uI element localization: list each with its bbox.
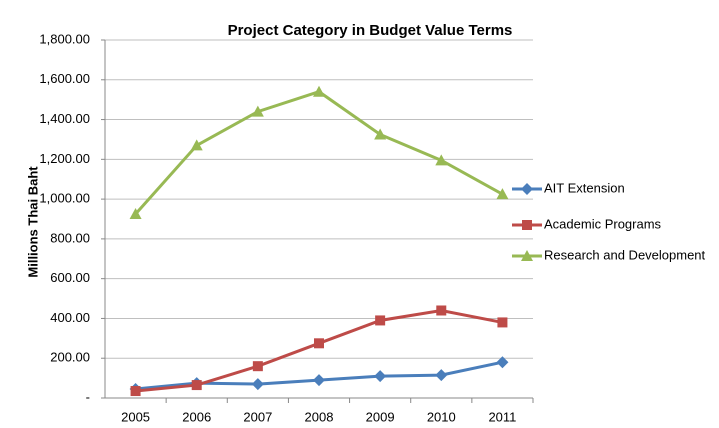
y-tick-label: 600.00 — [50, 270, 90, 285]
point-marker — [251, 378, 264, 391]
point-marker — [251, 105, 264, 117]
point-marker — [314, 338, 324, 349]
legend-marker — [522, 220, 532, 230]
point-marker — [374, 370, 387, 383]
point-marker — [496, 356, 509, 369]
y-axis-label: Millions Thai Baht — [25, 166, 40, 278]
point-marker — [374, 128, 387, 140]
point-marker — [313, 85, 325, 97]
point-marker — [130, 386, 141, 397]
legend-marker — [521, 183, 533, 195]
legend-label: Academic Programs — [544, 216, 662, 231]
y-tick-label: - — [86, 389, 90, 404]
x-tick-label: 2011 — [488, 409, 516, 424]
line — [134, 90, 504, 216]
point-marker — [252, 361, 263, 372]
x-tick-label: 2007 — [243, 409, 272, 424]
point-marker — [129, 208, 142, 220]
x-tick-label: 2009 — [366, 409, 395, 424]
point-marker — [313, 374, 325, 387]
point-marker — [436, 305, 447, 316]
y-tick-label: 1,400.00 — [39, 111, 90, 126]
y-tick-label: 1,800.00 — [39, 31, 90, 46]
point-marker — [435, 154, 448, 166]
x-tick-label: 2008 — [305, 409, 334, 424]
y-tick-label: 200.00 — [50, 350, 90, 365]
x-tick-label: 2010 — [427, 409, 456, 424]
point-marker — [190, 139, 203, 151]
legend-label: Research and Development — [544, 247, 706, 262]
point-marker — [435, 369, 448, 382]
legend-marker — [521, 250, 533, 261]
chart-title: Project Category in Budget Value Terms — [228, 22, 513, 39]
point-marker — [496, 188, 509, 200]
legend-label: AIT Extension — [544, 180, 625, 195]
y-tick-label: 400.00 — [50, 310, 90, 325]
point-marker — [191, 380, 202, 391]
point-marker — [375, 315, 386, 326]
y-tick-label: 800.00 — [50, 230, 90, 245]
y-tick-label: 1,000.00 — [39, 191, 90, 206]
point-marker — [497, 317, 508, 328]
x-tick-label: 2005 — [121, 409, 150, 424]
y-tick-label: 1,600.00 — [39, 71, 90, 86]
y-tick-label: 1,200.00 — [39, 151, 90, 166]
x-tick-label: 2006 — [182, 409, 211, 424]
